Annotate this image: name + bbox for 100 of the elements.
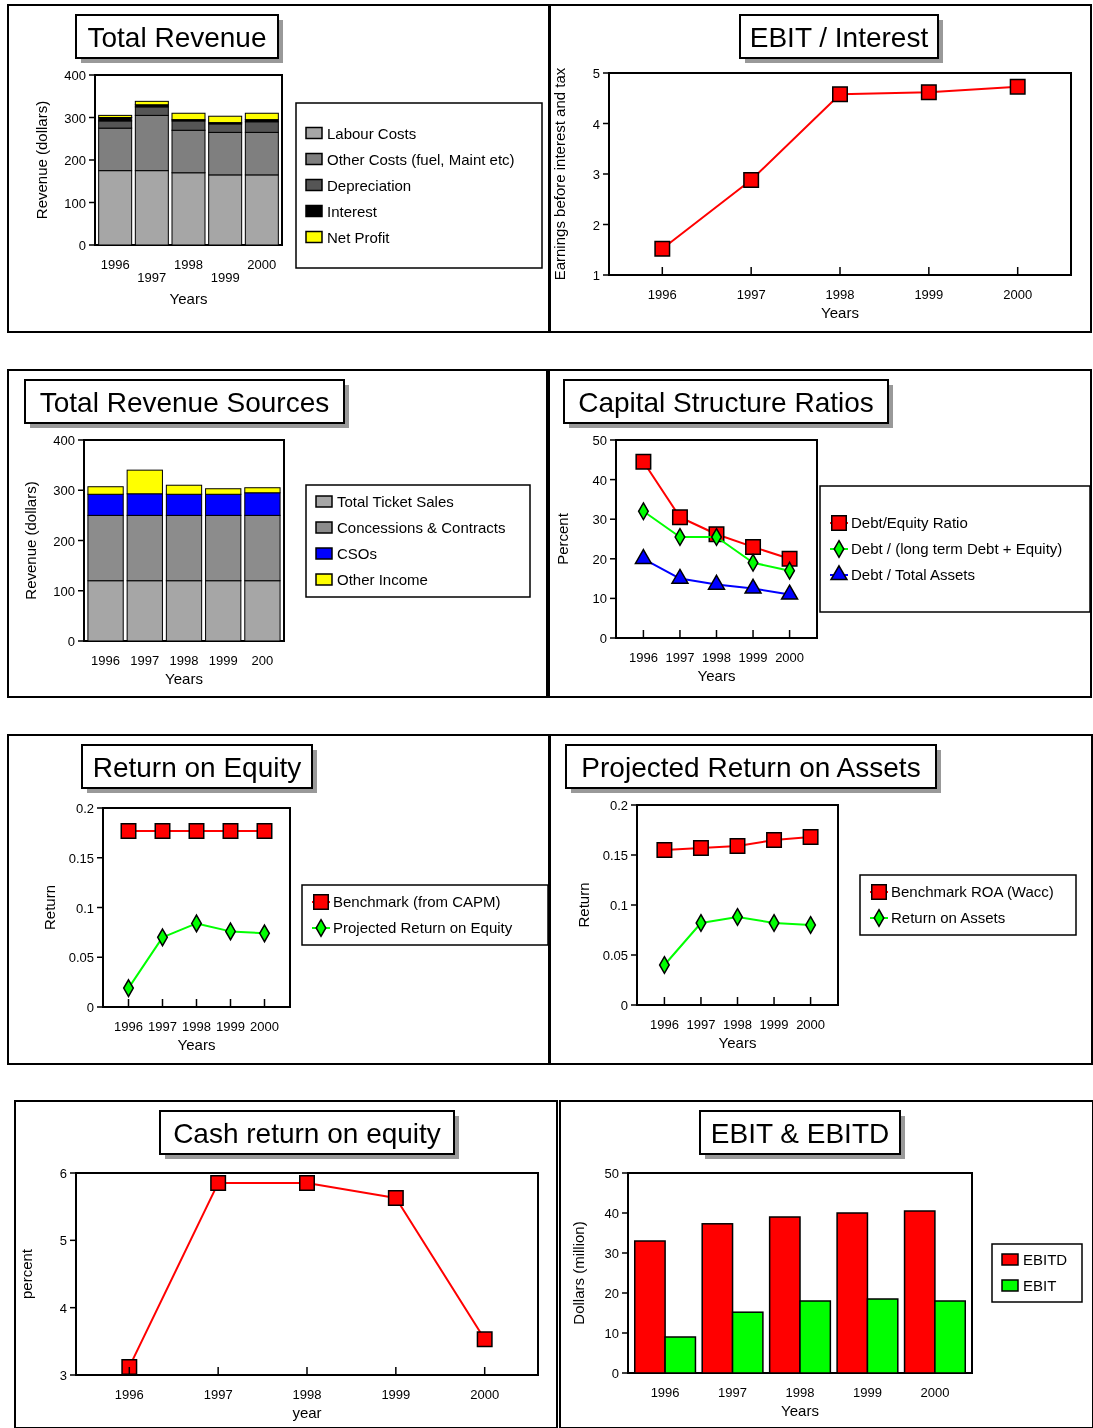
x-tick-label: 1997 (665, 650, 695, 665)
x-tick-label: 1996 (100, 257, 130, 272)
y-tick-label: 40 (592, 472, 607, 488)
chart-title: Total Revenue (87, 21, 267, 53)
x-tick-label: 1997 (137, 270, 167, 285)
chart-title: Return on Equity (92, 751, 302, 783)
x-tick-label: 2000 (247, 257, 277, 272)
y-axis-title: Earnings before interest and tax (551, 67, 568, 281)
x-tick-label: 1998 (292, 1387, 322, 1402)
x-tick-label: 1998 (702, 650, 731, 665)
legend-label: Return on Assets (891, 909, 1006, 926)
y-tick-label: 0 (599, 631, 607, 646)
y-tick-label: 0 (67, 634, 75, 649)
x-tick-label: 1999 (759, 1017, 789, 1032)
y-tick-label: 10 (604, 1326, 619, 1341)
y-tick-label: 0.05 (602, 948, 628, 963)
y-axis-title: Percent (554, 512, 571, 565)
y-tick-label: 300 (53, 483, 75, 499)
legend-label: Interest (327, 202, 378, 220)
y-axis-title: Revenue (dollars) (22, 481, 39, 600)
x-axis-title: Years (169, 290, 208, 307)
y-axis-title: Dollars (million) (570, 1221, 587, 1325)
x-tick-label: 1999 (738, 650, 768, 665)
chart-title: EBIT / Interest (749, 21, 929, 53)
chart-title: Capital Structure Ratios (578, 386, 874, 418)
legend-label: Benchmark (from CAPM) (333, 893, 501, 910)
y-tick-label: 5 (59, 1233, 67, 1249)
y-tick-label: 200 (53, 533, 75, 549)
y-tick-label: 50 (604, 1166, 619, 1181)
legend-label: Other Costs (fuel, Maint etc) (327, 150, 515, 168)
y-axis-title: Revenue (dollars) (33, 100, 50, 220)
y-tick-label: 0.15 (602, 848, 628, 863)
x-tick-label: 1997 (736, 287, 766, 302)
x-tick-label: 2000 (470, 1387, 500, 1402)
legend-label: Labour Costs (327, 124, 417, 142)
y-tick-label: 3 (592, 167, 600, 182)
y-tick-label: 30 (604, 1246, 619, 1261)
y-tick-label: 50 (592, 433, 607, 448)
x-tick-label: 1997 (130, 653, 160, 668)
y-tick-label: 400 (53, 433, 75, 448)
y-tick-label: 30 (592, 512, 607, 528)
x-tick-label: 2000 (796, 1017, 826, 1032)
x-axis-title: Years (718, 1034, 757, 1051)
y-tick-label: 4 (592, 116, 600, 132)
x-tick-label: 1997 (203, 1387, 233, 1402)
legend-label: Net Profit (327, 228, 391, 246)
y-tick-label: 20 (604, 1286, 619, 1301)
legend-label: Debt / Total Assets (851, 566, 975, 583)
legend-label: Total Ticket Sales (337, 493, 454, 510)
x-tick-label: 1999 (381, 1387, 411, 1402)
y-tick-label: 3 (59, 1368, 67, 1383)
x-tick-label: 1996 (114, 1387, 144, 1402)
x-axis-title: Years (165, 670, 203, 687)
x-tick-label: 1996 (91, 653, 121, 668)
x-tick-label: 1997 (718, 1385, 748, 1400)
legend-label: Depreciation (327, 176, 412, 194)
y-tick-label: 200 (64, 153, 86, 168)
y-tick-label: 4 (59, 1300, 67, 1316)
legend-label: Projected Return on Equity (333, 919, 513, 936)
y-axis-title: Return (575, 882, 592, 928)
x-tick-label: 1998 (785, 1385, 815, 1400)
legend-label: Debt / (long term Debt + Equity) (851, 540, 1063, 557)
x-tick-label: 1998 (169, 653, 199, 668)
x-tick-label: 1999 (208, 653, 238, 668)
x-tick-label: 1996 (647, 287, 677, 302)
legend-label: Debt/Equity Ratio (851, 514, 968, 531)
y-tick-label: 100 (64, 195, 86, 211)
x-tick-label: 1998 (174, 257, 203, 272)
y-tick-label: 0 (620, 998, 628, 1013)
x-tick-label: 1997 (686, 1017, 716, 1032)
y-tick-label: 300 (64, 110, 86, 126)
legend-label: CSOs (337, 545, 378, 562)
y-tick-label: 5 (592, 66, 600, 81)
x-tick-label: 2000 (775, 650, 805, 665)
y-tick-label: 10 (592, 591, 607, 607)
y-tick-label: 0 (86, 1000, 94, 1015)
x-tick-label: 1996 (628, 650, 658, 665)
legend-label: Concessions & Contracts (337, 519, 506, 536)
x-tick-label: 1996 (650, 1385, 680, 1400)
x-tick-label: 1998 (825, 287, 855, 302)
x-tick-label: 1996 (114, 1019, 143, 1034)
x-tick-label: 2000 (1003, 287, 1033, 302)
legend-label: EBIT (1023, 1277, 1057, 1294)
y-tick-label: 0.1 (75, 900, 94, 916)
y-tick-label: 0.2 (75, 801, 94, 816)
x-tick-label: 1997 (148, 1019, 177, 1034)
x-tick-label: 2000 (920, 1385, 950, 1400)
x-tick-label: 2000 (250, 1019, 279, 1034)
legend-label: Benchmark ROA (Wacc) (891, 883, 1054, 900)
y-tick-label: 6 (59, 1166, 67, 1181)
x-tick-label: 1999 (216, 1019, 245, 1034)
y-tick-label: 0 (611, 1366, 619, 1381)
y-tick-label: 2 (592, 217, 600, 233)
y-tick-label: 0.2 (609, 798, 628, 813)
y-tick-label: 40 (604, 1206, 619, 1221)
y-tick-label: 0.1 (609, 898, 628, 913)
x-axis-title: Years (697, 667, 736, 684)
chart-title: EBIT & EBITD (710, 1117, 890, 1149)
x-tick-label: 1999 (852, 1385, 882, 1400)
x-axis-title: Years (821, 304, 859, 321)
